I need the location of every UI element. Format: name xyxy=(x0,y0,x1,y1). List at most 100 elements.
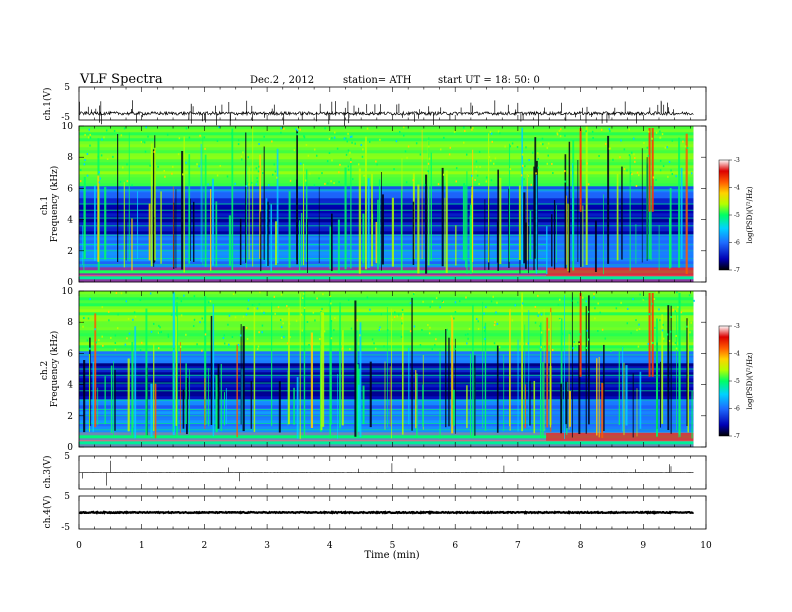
spectrogram-speckle xyxy=(468,327,471,330)
spectrogram-speckle xyxy=(409,302,412,305)
y-tick-label: 8 xyxy=(67,153,73,163)
spectrogram-speckle xyxy=(84,133,86,136)
spectrogram-speckle xyxy=(463,141,465,144)
spectrogram-speckle xyxy=(259,291,261,294)
spectrogram-speckle xyxy=(105,129,108,132)
spectrogram-band xyxy=(79,156,694,160)
spectrogram-speckle xyxy=(539,325,541,328)
spectrogram-speckle xyxy=(405,181,408,184)
spectrogram-speckle xyxy=(608,127,611,130)
spectrogram-speckle xyxy=(541,137,544,140)
colorbar-tick-label: -7 xyxy=(734,433,740,440)
spectrogram-speckle xyxy=(114,348,117,351)
spectrogram-speckle xyxy=(651,341,653,344)
spectrogram-speckle xyxy=(597,302,599,305)
ch1-colorbar-ticks: -3 -4 -5 -6 -7 xyxy=(729,157,740,274)
spectrogram-band xyxy=(79,198,694,202)
spectrogram-speckle xyxy=(201,349,203,352)
spectrogram-speckle xyxy=(373,342,375,345)
spectrogram-speckle xyxy=(361,155,364,158)
spectrogram-speckle xyxy=(97,155,99,158)
spectrogram-speckle xyxy=(586,162,588,165)
spectrogram-speckle xyxy=(395,140,398,143)
spectrogram-speckle xyxy=(185,161,187,164)
spectrogram-speckle xyxy=(546,162,549,165)
ch4-ytick-top: 5 xyxy=(64,492,70,502)
spectrogram-band xyxy=(79,171,694,175)
spectrogram-speckle xyxy=(690,172,693,175)
spectrogram-speckle xyxy=(464,130,466,133)
spectrogram-speckle xyxy=(498,346,501,349)
spectrogram-speckle xyxy=(295,128,297,131)
spectrogram-speckle xyxy=(393,168,395,171)
spectrogram-speckle xyxy=(632,137,635,140)
spectrogram-speckle xyxy=(443,136,445,139)
spectrogram-band xyxy=(79,228,694,232)
spectrogram-speckle xyxy=(453,317,455,320)
spectrogram-speckle xyxy=(153,150,155,153)
spectrogram-speckle xyxy=(357,163,360,166)
spectrogram-speckle xyxy=(157,165,159,168)
spectrogram-speckle xyxy=(674,341,677,344)
spectrogram-speckle xyxy=(427,162,430,165)
spectrogram-speckle xyxy=(413,292,415,295)
spectrogram-speckle xyxy=(101,138,103,141)
spectrogram-speckle xyxy=(690,321,692,324)
spectrogram-speckle xyxy=(303,136,306,139)
spectrogram-speckle xyxy=(587,310,590,313)
spectrogram-speckle xyxy=(352,178,354,181)
spectrogram-speckle xyxy=(476,318,478,321)
spectrogram-speckle xyxy=(226,175,229,178)
spectrogram-speckle xyxy=(671,139,674,142)
spectrogram-speckle xyxy=(635,184,638,187)
spectrogram-speckle xyxy=(496,322,499,325)
spectrogram-band xyxy=(79,396,694,400)
spectrogram-speckle xyxy=(98,181,101,184)
spectrogram-speckle xyxy=(693,299,695,302)
spectrogram-speckle xyxy=(648,313,651,316)
spectrogram-speckle xyxy=(475,165,478,168)
spectrogram-speckle xyxy=(547,154,549,157)
spectrogram-band xyxy=(79,435,694,439)
spectrogram-speckle xyxy=(375,160,377,163)
ch2-spectrogram-image xyxy=(79,291,695,448)
spectrogram-speckle xyxy=(686,147,689,150)
spectrogram-speckle xyxy=(123,127,126,130)
spectrogram-speckle xyxy=(667,175,669,178)
spectrogram-band xyxy=(79,366,694,370)
spectrogram-speckle xyxy=(572,347,574,350)
spectrogram-speckle xyxy=(163,170,166,173)
spectrogram-speckle xyxy=(419,153,422,156)
spectrogram-speckle xyxy=(574,345,577,348)
spectrogram-speckle xyxy=(89,133,91,136)
spectrogram-speckle xyxy=(539,347,542,350)
y-tick-label: 0 xyxy=(67,278,73,288)
spectrogram-band xyxy=(79,351,694,355)
spectrogram-speckle xyxy=(318,177,320,180)
spectrogram-speckle xyxy=(173,347,175,350)
spectrogram-band xyxy=(79,129,694,133)
spectrogram-speckle xyxy=(520,174,523,177)
spectrogram-speckle xyxy=(484,337,486,340)
spectrogram-speckle xyxy=(530,183,533,186)
spectrogram-speckle xyxy=(327,182,329,185)
spectrogram-speckle xyxy=(347,165,350,168)
spectrogram-speckle xyxy=(675,175,677,178)
spectrogram-speckle xyxy=(237,343,240,346)
spectrogram-band xyxy=(79,300,694,304)
spectrogram-speckle xyxy=(180,314,183,317)
spectrogram-band xyxy=(79,201,694,205)
spectrogram-speckle xyxy=(368,140,371,143)
spectrogram-speckle xyxy=(630,151,633,154)
spectrogram-speckle xyxy=(661,329,664,332)
ch1-spectrogram-yticks: 0 2 4 6 8 10 xyxy=(62,122,706,288)
ch3-ytick-top: 5 xyxy=(64,452,70,462)
spectrogram-speckle xyxy=(300,162,302,165)
spectrogram-speckle xyxy=(89,136,92,139)
spectrogram-speckle xyxy=(558,317,561,320)
spectrogram-speckle xyxy=(636,171,639,174)
x-tick-label: 9 xyxy=(640,541,646,551)
spectrogram-speckle xyxy=(546,146,549,149)
ch1-spectrogram-xticks xyxy=(78,126,707,282)
x-axis-tick-labels: 0 1 2 3 4 5 6 7 8 9 10 xyxy=(76,541,712,551)
